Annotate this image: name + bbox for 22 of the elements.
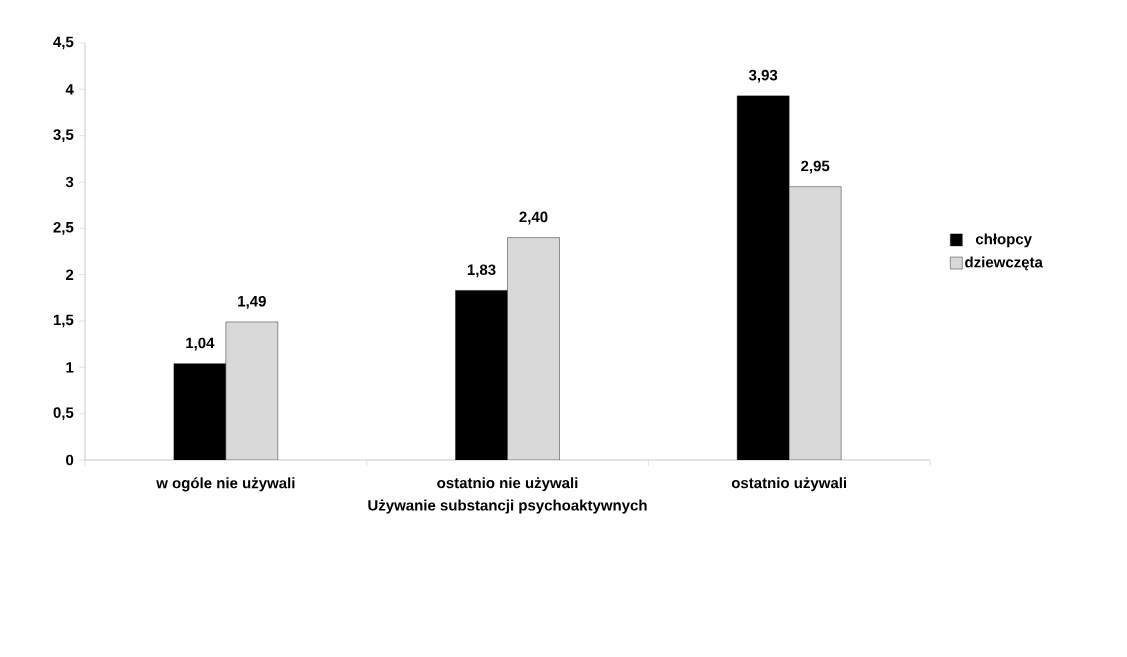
y-tick-label: 4,5 <box>53 36 74 50</box>
data-label: 2,40 <box>519 211 548 225</box>
data-label: 1,83 <box>467 264 496 278</box>
legend-label: chłopcy <box>975 233 1032 248</box>
x-tick-label: ostatnio nie używali <box>437 477 578 492</box>
data-label: 1,04 <box>186 337 215 351</box>
y-tick-label: 1 <box>66 362 74 373</box>
x-tick-label: ostatnio używali <box>731 477 847 492</box>
y-tick-label: 0 <box>66 454 74 466</box>
y-tick-label: 2,5 <box>53 221 74 235</box>
data-label: 1,49 <box>238 295 266 309</box>
y-tick-label: 4 <box>65 84 74 95</box>
y-tick-label: 0,5 <box>53 407 74 421</box>
y-tick-label: 2 <box>65 269 74 280</box>
y-tick-label: 3,5 <box>53 129 74 143</box>
y-tick-label: 1,5 <box>53 314 74 328</box>
y-tick-label: 3 <box>65 176 74 188</box>
data-label: 3,93 <box>748 69 778 83</box>
x-tick-label: w ogóle nie używali <box>156 477 295 492</box>
data-label: 2,95 <box>801 160 830 174</box>
x-axis-title: Używanie substancji psychoaktywnych <box>368 499 647 514</box>
legend-label: dziewczęta <box>965 256 1043 271</box>
